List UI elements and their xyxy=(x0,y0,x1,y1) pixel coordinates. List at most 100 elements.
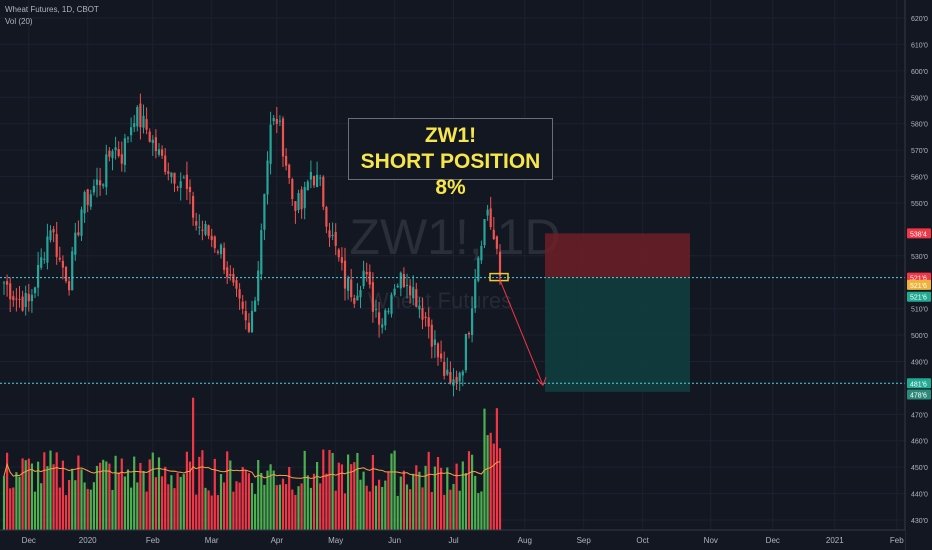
volume-bar xyxy=(40,483,43,530)
candle-body xyxy=(353,298,356,304)
candle-body xyxy=(350,279,353,298)
volume-bar xyxy=(374,485,378,530)
volume-bar xyxy=(309,487,312,530)
volume-ma-line xyxy=(3,461,501,479)
candle-body xyxy=(99,180,102,186)
volume-bar xyxy=(378,479,381,530)
volume-bar xyxy=(263,484,266,530)
price-tick-label: 440'0 xyxy=(911,492,928,499)
time-axis[interactable]: Dec 2020 Feb Mar Apr May Jun Jul Aug Sep Oct Nov Dec… xyxy=(0,529,905,550)
time-tick-label: Nov xyxy=(704,536,718,545)
volume-bar xyxy=(390,453,393,530)
candle-body xyxy=(145,119,148,130)
volume-bar xyxy=(474,475,477,530)
volume-bar xyxy=(415,465,418,530)
price-tick-label: 570'0 xyxy=(911,148,928,155)
volume-bar xyxy=(430,492,433,530)
volume-bar xyxy=(238,482,241,530)
volume-bar xyxy=(210,495,213,530)
volume-bar xyxy=(117,472,120,530)
candle-body xyxy=(300,189,303,210)
annotation-box[interactable]: ZW1! SHORT POSITION 8% xyxy=(348,118,553,199)
candle-body xyxy=(142,115,145,128)
volume-bar xyxy=(452,484,455,530)
candle-body xyxy=(204,223,207,235)
volume-bar xyxy=(405,484,409,530)
candle-body xyxy=(40,257,43,268)
candle-body xyxy=(427,317,430,327)
volume-bar xyxy=(461,461,464,530)
candle-body xyxy=(492,229,495,239)
candle-body xyxy=(378,312,381,325)
volume-bars xyxy=(2,397,502,530)
candle-body xyxy=(452,379,455,386)
volume-bar xyxy=(424,465,427,530)
volume-bar xyxy=(368,491,371,530)
candle-body xyxy=(195,221,198,226)
candle-body xyxy=(92,185,95,193)
volume-bar xyxy=(498,448,502,530)
symbol-legend[interactable]: Wheat Futures, 1D, CBOT xyxy=(5,5,99,14)
volume-bar xyxy=(49,450,52,530)
volume-bar xyxy=(458,490,461,530)
volume-bar xyxy=(412,473,415,530)
candle-body xyxy=(254,300,257,312)
time-tick-label: Dec xyxy=(22,536,36,545)
volume-bar xyxy=(201,450,204,530)
volume-bar xyxy=(185,451,188,530)
volume-legend[interactable]: Vol (20) xyxy=(5,17,33,26)
candle-body xyxy=(238,289,241,299)
volume-bar xyxy=(402,470,405,530)
candle-body xyxy=(219,244,223,255)
candle-body xyxy=(334,231,337,246)
volume-bar xyxy=(102,459,105,530)
volume-bar xyxy=(21,458,24,530)
volume-bar xyxy=(235,481,238,530)
candle-body xyxy=(192,195,195,218)
volume-bar xyxy=(257,460,260,530)
volume-bar xyxy=(418,471,421,530)
candle-body xyxy=(43,258,46,260)
volume-bar xyxy=(99,462,102,530)
volume-bar xyxy=(275,485,278,530)
candle-body xyxy=(170,172,173,178)
volume-bar xyxy=(37,461,40,530)
candle-body xyxy=(188,186,192,193)
volume-bar xyxy=(362,471,365,530)
volume-bar xyxy=(164,466,167,530)
candle-body xyxy=(371,282,374,312)
volume-bar xyxy=(68,479,71,530)
candle-body xyxy=(24,293,27,307)
volume-bar xyxy=(443,494,446,530)
volume-bar xyxy=(241,466,244,530)
candle-body xyxy=(80,209,83,236)
candle-body xyxy=(449,372,452,383)
candle-body xyxy=(471,308,474,335)
candle-body xyxy=(226,267,229,278)
volume-bar xyxy=(269,464,272,530)
volume-bar xyxy=(260,472,263,530)
volume-bar xyxy=(278,484,281,530)
position-tool[interactable] xyxy=(545,233,690,392)
volume-bar xyxy=(365,485,368,530)
candle-body xyxy=(359,290,362,298)
candle-body xyxy=(480,245,483,261)
volume-bar xyxy=(58,487,61,530)
volume-ma xyxy=(3,461,501,479)
volume-bar xyxy=(396,495,399,530)
volume-bar xyxy=(350,464,353,530)
candle-body xyxy=(151,139,154,144)
volume-bar xyxy=(285,484,288,530)
candle-body xyxy=(285,155,288,166)
time-tick-label: 2021 xyxy=(826,536,844,545)
volume-bar xyxy=(130,487,133,530)
candle-body xyxy=(297,193,300,210)
price-tag-label: 478'6 xyxy=(910,393,927,400)
candle-body xyxy=(343,260,347,289)
candle-body xyxy=(176,186,179,188)
price-axis[interactable]: 620'0 610'0 600'0 590'0 580'0 570'0 560'0 550'0… xyxy=(904,0,932,550)
candle-body xyxy=(303,187,306,209)
candle-body xyxy=(325,206,328,227)
grid xyxy=(0,0,905,530)
